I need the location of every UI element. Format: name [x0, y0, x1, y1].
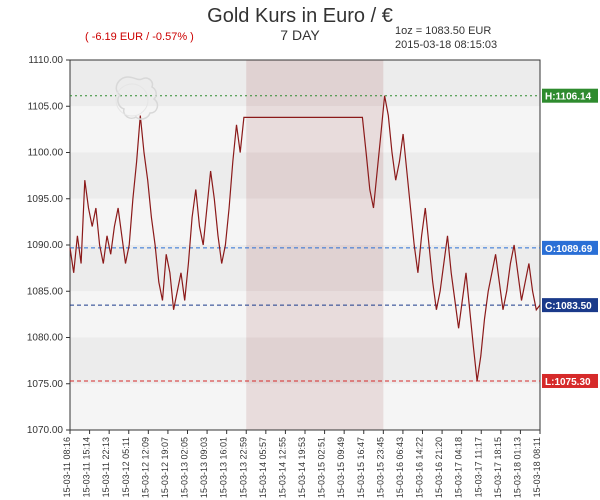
gold-price-chart: 1070.00 1075.00 1080.00 1085.00 1090.00 1095.… [0, 0, 600, 500]
x-tick-label: 15-03-13 02:05 [180, 437, 190, 498]
shaded-band [246, 338, 383, 384]
x-tick-label: 15-03-13 16:01 [219, 437, 229, 498]
marker-label: O:1089.69 [545, 244, 593, 255]
shaded-band [246, 106, 383, 152]
y-tick-label: 1085.00 [27, 286, 64, 297]
chart-subtitle: 7 DAY [280, 27, 320, 43]
shaded-band [246, 153, 383, 199]
x-tick-label: 15-03-15 16:47 [356, 437, 366, 498]
info-price: 1oz = 1083.50 EUR [395, 25, 491, 37]
marker-label: H:1106.14 [545, 92, 592, 103]
shaded-band [246, 60, 383, 106]
y-tick-label: 1105.00 [28, 101, 64, 112]
x-tick-label: 15-03-18 08:11 [532, 437, 542, 497]
marker-label: L:1075.30 [545, 377, 591, 388]
x-tick-label: 15-03-14 05:57 [258, 437, 268, 498]
x-tick-label: 15-03-15 23:45 [375, 437, 385, 498]
x-tick-label: 15-03-15 09:49 [336, 437, 346, 498]
x-tick-label: 15-03-16 21:20 [434, 437, 444, 498]
x-tick-label: 15-03-12 12:09 [140, 437, 150, 498]
shaded-band [246, 199, 383, 245]
y-tick-label: 1090.00 [27, 240, 64, 251]
x-tick-label: 15-03-17 11:17 [473, 437, 483, 497]
x-tick-label: 15-03-18 01:13 [512, 437, 522, 498]
chart-title: Gold Kurs in Euro / € [207, 5, 393, 27]
y-tick-label: 1070.00 [27, 425, 64, 436]
y-tick-label: 1110.00 [28, 55, 63, 66]
y-tick-label: 1095.00 [27, 194, 64, 205]
x-tick-label: 15-03-16 06:43 [395, 437, 405, 498]
shaded-band [246, 384, 383, 430]
x-tick-label: 15-03-11 22:13 [101, 437, 111, 497]
x-tick-label: 15-03-16 14:22 [415, 437, 425, 498]
x-tick-label: 15-03-14 12:55 [277, 437, 287, 498]
marker-label: C:1083.50 [545, 301, 592, 312]
x-tick-label: 15-03-11 15:14 [82, 437, 92, 497]
x-tick-label: 15-03-13 22:59 [238, 437, 248, 498]
x-tick-label: 15-03-13 09:03 [199, 437, 209, 498]
x-tick-label: 15-03-14 19:53 [297, 437, 307, 498]
x-tick-label: 15-03-17 04:18 [454, 437, 464, 498]
y-tick-label: 1080.00 [27, 333, 64, 344]
x-tick-label: 15-03-12 05:11 [121, 437, 131, 497]
shaded-band [246, 245, 383, 291]
y-tick-label: 1100.00 [28, 148, 64, 159]
x-tick-label: 15-03-11 08:16 [62, 437, 72, 497]
x-tick-label: 15-03-17 18:15 [493, 437, 503, 498]
change-text: ( -6.19 EUR / -0.57% ) [85, 31, 194, 43]
x-tick-label: 15-03-15 02:51 [317, 437, 327, 498]
info-time: 2015-03-18 08:15:03 [395, 39, 497, 51]
y-tick-label: 1075.00 [27, 379, 64, 390]
shaded-band [246, 291, 383, 337]
x-tick-label: 15-03-12 19:07 [160, 437, 170, 498]
